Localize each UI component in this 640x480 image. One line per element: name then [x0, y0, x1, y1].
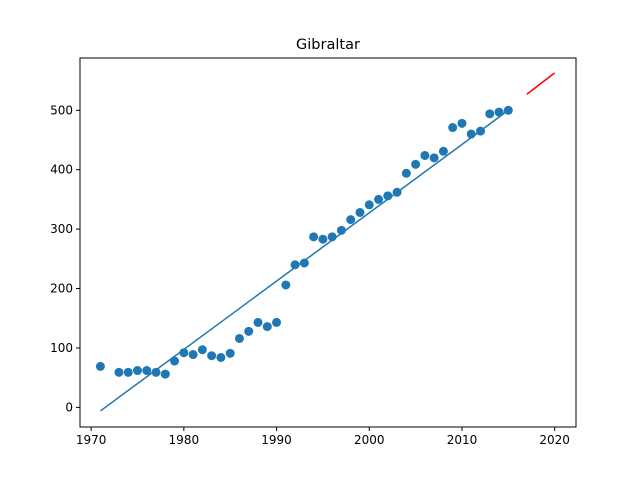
- data-point: [438, 146, 448, 156]
- y-tick-label: 500: [50, 103, 73, 117]
- data-point: [225, 348, 235, 358]
- data-point: [457, 118, 467, 128]
- data-point: [309, 232, 319, 242]
- data-point: [188, 350, 198, 360]
- data-point: [448, 123, 458, 133]
- y-axis: 0 100 200 300 400 500: [50, 103, 80, 414]
- data-point: [336, 225, 346, 235]
- forecast-line: [526, 72, 556, 95]
- x-tick-label: 1990: [261, 433, 292, 447]
- data-point: [281, 280, 291, 290]
- plot-area: [95, 72, 556, 412]
- data-point: [114, 367, 124, 377]
- data-point: [503, 105, 513, 115]
- data-point: [327, 232, 337, 242]
- data-point: [299, 258, 309, 268]
- data-point: [318, 234, 328, 244]
- data-point: [123, 367, 133, 377]
- data-point: [170, 356, 180, 366]
- x-tick-label: 2010: [447, 433, 478, 447]
- y-tick-label: 100: [50, 341, 73, 355]
- data-point: [494, 107, 504, 117]
- data-point: [151, 367, 161, 377]
- data-point: [132, 366, 142, 376]
- data-point: [142, 366, 152, 376]
- data-point: [364, 200, 374, 210]
- data-point: [207, 351, 217, 361]
- y-tick-label: 200: [50, 282, 73, 296]
- data-point: [476, 126, 486, 136]
- data-point: [253, 317, 263, 327]
- x-tick-label: 1970: [76, 433, 107, 447]
- y-tick-label: 0: [65, 400, 73, 414]
- chart-title: Gibraltar: [296, 37, 360, 53]
- data-point: [401, 168, 411, 178]
- data-point: [466, 129, 476, 139]
- x-tick-label: 2000: [354, 433, 385, 447]
- data-point: [197, 345, 207, 355]
- data-point: [374, 194, 384, 204]
- data-point: [420, 150, 430, 160]
- data-point: [411, 159, 421, 169]
- data-point: [179, 348, 189, 358]
- y-tick-label: 400: [50, 163, 73, 177]
- x-axis: 1970 1980 1990 2000 2010 2020: [76, 427, 570, 447]
- y-tick-label: 300: [50, 222, 73, 236]
- data-point: [95, 361, 105, 371]
- data-point: [272, 317, 282, 327]
- data-point: [383, 191, 393, 201]
- data-point: [234, 333, 244, 343]
- data-point: [485, 109, 495, 119]
- x-tick-label: 1980: [169, 433, 200, 447]
- data-point: [262, 322, 272, 332]
- data-point: [346, 215, 356, 225]
- x-tick-label: 2020: [539, 433, 570, 447]
- data-point: [355, 207, 365, 217]
- data-point: [429, 153, 439, 163]
- data-point: [216, 352, 226, 362]
- data-point: [392, 187, 402, 197]
- axes-frame: [79, 57, 577, 428]
- data-point: [290, 260, 300, 270]
- data-point: [244, 326, 254, 336]
- data-point: [160, 369, 170, 379]
